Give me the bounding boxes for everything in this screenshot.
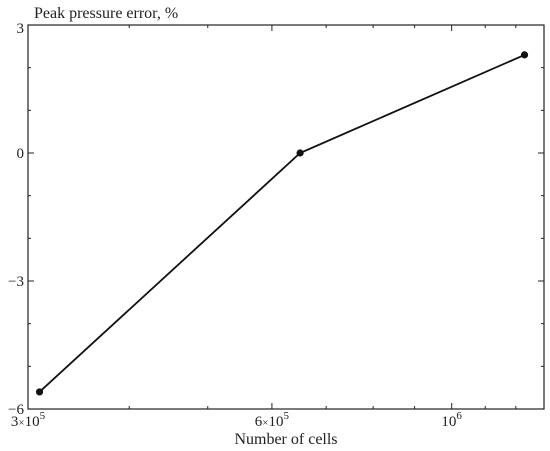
series-group — [35, 51, 529, 396]
plot-frame — [27, 24, 545, 410]
x-tick-label: 106 — [441, 410, 462, 430]
data-point — [35, 388, 44, 396]
x-axis-label: Number of cells — [234, 431, 337, 448]
y-tick-label: −3 — [8, 274, 24, 290]
y-axis: 3 0 −3 −6 — [8, 21, 544, 418]
chart-title: Peak pressure error, % — [34, 5, 178, 22]
y-tick-label: 3 — [17, 21, 25, 37]
y-tick-label: −6 — [8, 402, 24, 418]
y-tick-label: 0 — [17, 146, 25, 162]
data-point — [520, 51, 529, 59]
data-point — [296, 149, 304, 157]
x-axis: 3×105 6×105 106 — [11, 25, 517, 430]
series-line — [38, 54, 525, 393]
x-tick-label: 3×105 — [11, 410, 46, 430]
x-tick-label: 6×105 — [255, 410, 290, 430]
